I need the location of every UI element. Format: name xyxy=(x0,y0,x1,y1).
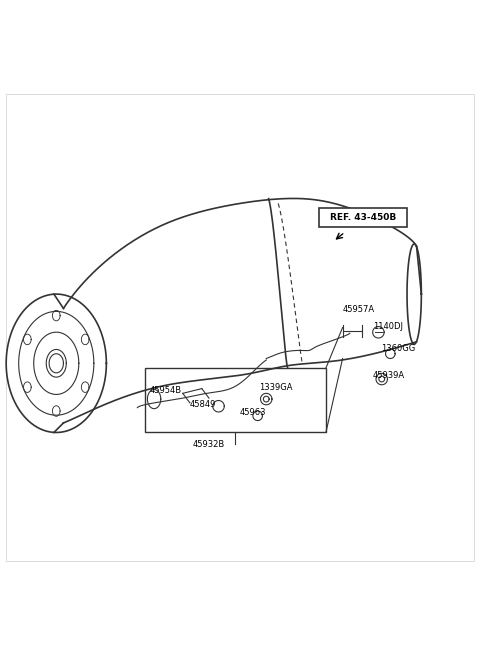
FancyBboxPatch shape xyxy=(319,208,407,227)
Bar xyxy=(144,368,326,432)
Text: 45954B: 45954B xyxy=(149,386,181,396)
Text: REF. 43-450B: REF. 43-450B xyxy=(330,214,396,222)
Text: 1339GA: 1339GA xyxy=(259,383,293,392)
Text: 1140DJ: 1140DJ xyxy=(372,322,403,331)
Text: 45849: 45849 xyxy=(190,400,216,409)
Text: 45957A: 45957A xyxy=(343,305,375,314)
Text: 1360GG: 1360GG xyxy=(381,345,415,354)
Text: 45939A: 45939A xyxy=(372,371,405,380)
Text: 45963: 45963 xyxy=(240,408,266,417)
Text: 45932B: 45932B xyxy=(193,440,225,449)
